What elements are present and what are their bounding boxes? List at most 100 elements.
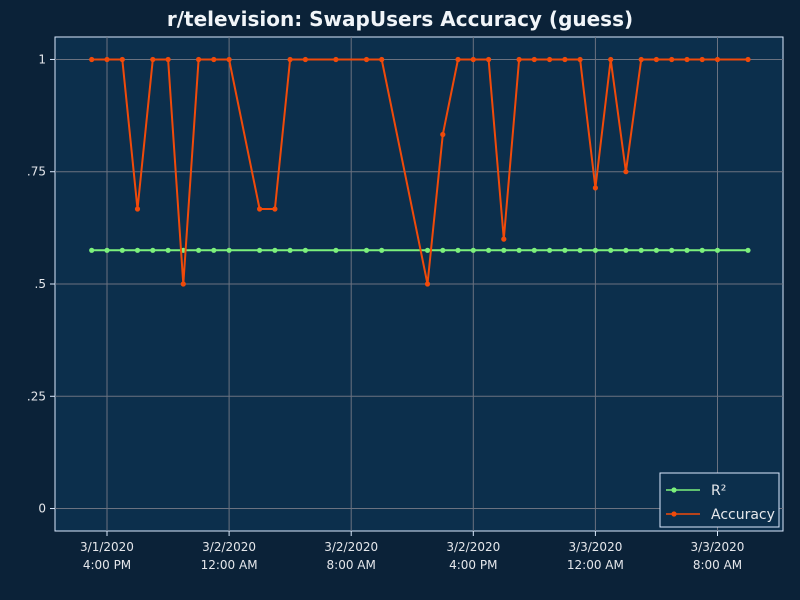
data-point xyxy=(684,56,690,63)
legend-label: R² xyxy=(711,483,726,499)
data-point xyxy=(669,247,675,253)
x-tick-label: 3/2/2020 xyxy=(202,540,256,554)
data-point xyxy=(470,247,476,253)
data-point xyxy=(287,247,293,253)
data-point xyxy=(714,56,721,63)
x-tick-label: 3/2/2020 xyxy=(446,540,500,554)
data-point xyxy=(562,56,568,63)
x-tick-label: 8:00 AM xyxy=(693,558,742,572)
data-point xyxy=(89,56,95,63)
legend-item: R² xyxy=(666,483,726,499)
data-point xyxy=(211,247,217,253)
x-tick-label: 3/3/2020 xyxy=(691,540,745,554)
data-point xyxy=(302,56,308,63)
legend-item: Accuracy xyxy=(666,507,775,523)
data-point xyxy=(486,247,492,253)
x-tick-label: 3/3/2020 xyxy=(568,540,622,554)
data-point xyxy=(89,247,95,253)
data-point xyxy=(562,247,568,253)
data-point xyxy=(287,56,293,63)
data-point xyxy=(531,56,537,63)
data-point xyxy=(638,247,644,253)
y-tick-label: 1 xyxy=(38,52,46,66)
tick-layer: 0 .25 .5 .75 1 3/1/2020 4:00 PM 3/2/2020 12:00 A… xyxy=(27,52,745,572)
data-point xyxy=(134,206,141,212)
data-point xyxy=(699,247,705,253)
data-point xyxy=(196,56,202,63)
data-point xyxy=(470,56,476,63)
data-point xyxy=(577,247,583,253)
data-point xyxy=(150,56,156,63)
data-point xyxy=(363,56,370,63)
series-accuracy xyxy=(89,56,751,287)
data-point xyxy=(531,247,537,253)
data-point xyxy=(669,56,675,63)
data-point xyxy=(501,236,507,242)
data-point xyxy=(592,185,599,191)
y-tick-label: 0 xyxy=(38,502,46,516)
data-point xyxy=(134,247,141,253)
data-point xyxy=(699,56,705,63)
data-point xyxy=(150,247,156,253)
data-point xyxy=(440,131,446,138)
data-point xyxy=(608,247,614,253)
y-tick-label: .5 xyxy=(35,277,46,291)
y-tick-label: .75 xyxy=(27,165,46,179)
data-point xyxy=(196,247,202,253)
data-point xyxy=(516,247,522,253)
x-tick-label: 4:00 PM xyxy=(83,558,131,572)
data-point xyxy=(455,247,461,253)
x-tick-label: 3/2/2020 xyxy=(324,540,378,554)
legend-label: Accuracy xyxy=(711,507,775,523)
data-point xyxy=(623,247,629,253)
legend: R² Accuracy xyxy=(659,472,780,528)
data-point xyxy=(165,247,171,253)
data-point xyxy=(714,247,721,253)
data-point xyxy=(379,247,385,253)
chart-title: r/television: SwapUsers Accuracy (guess) xyxy=(167,7,633,31)
data-point xyxy=(226,247,232,253)
data-point xyxy=(424,247,431,253)
x-tick-label: 8:00 AM xyxy=(327,558,376,572)
data-point xyxy=(379,56,385,63)
data-point xyxy=(165,56,171,63)
data-point xyxy=(653,56,660,63)
data-point xyxy=(119,56,125,63)
x-tick-label: 12:00 AM xyxy=(567,558,624,572)
data-point xyxy=(577,56,583,63)
series-line xyxy=(91,58,748,285)
data-point xyxy=(745,56,751,63)
data-point xyxy=(745,247,751,253)
x-tick-label: 4:00 PM xyxy=(449,558,497,572)
x-tick-label: 3/1/2020 xyxy=(80,540,134,554)
x-tick-label: 12:00 AM xyxy=(201,558,258,572)
data-point xyxy=(424,281,431,287)
legend-marker xyxy=(671,487,677,493)
y-tick-label: .25 xyxy=(27,389,46,403)
series-layer xyxy=(89,56,751,287)
data-point xyxy=(333,247,339,253)
data-point xyxy=(363,247,370,253)
data-point xyxy=(119,247,125,253)
data-point xyxy=(440,247,446,253)
data-point xyxy=(272,247,278,253)
data-point xyxy=(547,56,553,63)
data-point xyxy=(592,247,599,253)
data-point xyxy=(104,56,110,63)
data-point xyxy=(257,247,263,253)
data-point xyxy=(623,169,629,175)
data-point xyxy=(333,56,339,63)
data-point xyxy=(608,56,614,63)
data-point xyxy=(104,247,110,253)
data-point xyxy=(302,247,308,253)
data-point xyxy=(257,206,263,212)
data-point xyxy=(638,56,644,63)
data-point xyxy=(272,206,278,212)
data-point xyxy=(455,56,461,63)
data-point xyxy=(501,247,507,253)
legend-marker xyxy=(671,511,677,517)
data-point xyxy=(653,247,660,253)
data-point xyxy=(180,281,186,287)
